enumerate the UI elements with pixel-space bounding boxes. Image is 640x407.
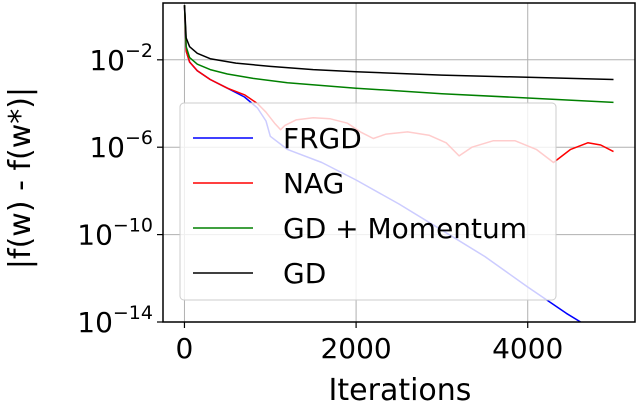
legend-box xyxy=(179,102,557,301)
legend-label-gd-momentum: GD + Momentum xyxy=(283,212,527,245)
x-tick-label: 4000 xyxy=(492,332,563,365)
x-tick-label: 0 xyxy=(176,332,194,365)
y-tick-label: 10−14 xyxy=(77,302,153,339)
legend-label-frgd: FRGD xyxy=(283,122,362,155)
axis-ticks: 0 2000 4000 10−2 10−6 10−10 10−14 xyxy=(77,40,563,365)
legend-label-gd: GD xyxy=(283,257,326,290)
series-line-gd xyxy=(183,5,614,81)
series-line-gd-momentum xyxy=(183,5,614,104)
y-tick-label: 10−10 xyxy=(77,215,153,252)
legend: FRGD NAG GD + Momentum GD xyxy=(179,102,557,301)
legend-label-nag: NAG xyxy=(283,167,344,200)
plot-frame xyxy=(162,2,636,323)
y-tick-label: 10−6 xyxy=(89,127,153,164)
y-axis-title: |f(w) - f(w*)| xyxy=(3,87,38,269)
y-tick-label: 10−2 xyxy=(89,40,153,77)
x-axis-title: Iterations xyxy=(329,373,472,407)
x-tick-label: 2000 xyxy=(320,332,391,365)
